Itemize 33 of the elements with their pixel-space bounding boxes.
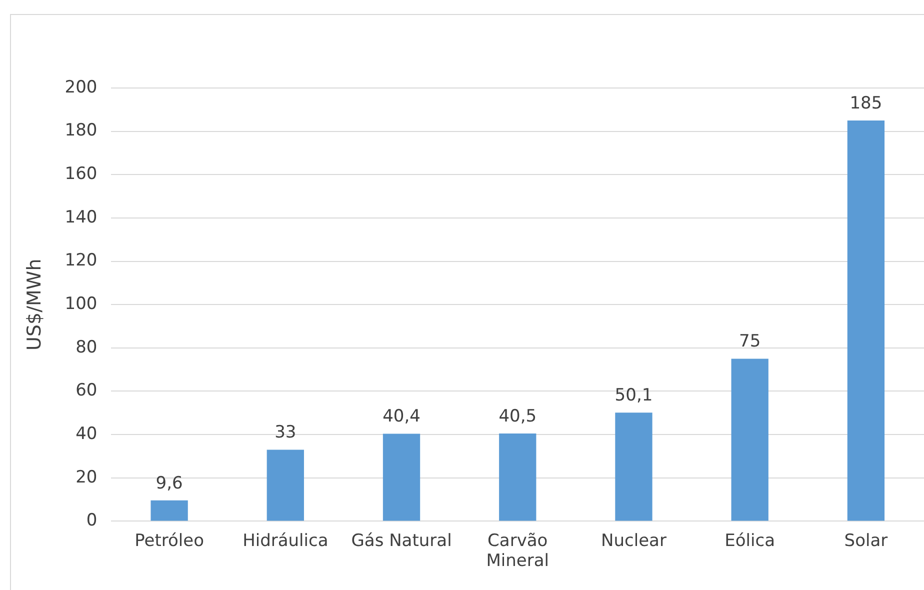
bar — [266, 450, 304, 521]
bar — [382, 434, 420, 521]
y-tick-label: 40 — [76, 424, 98, 444]
x-tick-label: Hidráulica — [242, 530, 328, 551]
data-label: 185 — [850, 93, 882, 114]
y-tick-label: 80 — [76, 337, 98, 358]
x-tick-label: Petróleo — [134, 530, 204, 551]
y-tick-label: 60 — [76, 380, 98, 401]
y-tick-label: 200 — [64, 77, 98, 98]
data-label: 33 — [274, 422, 296, 443]
y-axis-title: US$/MWh — [23, 258, 46, 350]
data-label: 9,6 — [156, 473, 183, 494]
bar — [150, 500, 188, 521]
y-tick-label: 20 — [76, 467, 98, 488]
x-tick-label: Solar — [844, 530, 888, 551]
y-tick-label: 0 — [86, 510, 98, 531]
x-tick-label: Nuclear — [601, 530, 666, 551]
bar — [615, 412, 652, 521]
x-tick-label: Gás Natural — [351, 530, 452, 551]
x-tick-label: Carvão Mineral — [486, 530, 550, 572]
bar — [731, 358, 768, 521]
y-tick-label: 180 — [64, 120, 98, 141]
data-label: 75 — [739, 332, 761, 352]
data-label: 40,5 — [498, 406, 537, 426]
bar — [847, 120, 885, 521]
bar — [499, 433, 536, 521]
y-tick-label: 100 — [64, 294, 98, 314]
y-tick-label: 160 — [64, 164, 98, 184]
data-label: 40,4 — [382, 406, 420, 427]
x-tick-label: Eólica — [724, 530, 776, 551]
y-tick-label: 120 — [64, 250, 98, 271]
y-tick-label: 140 — [64, 207, 98, 228]
data-label: 50,1 — [614, 386, 653, 406]
